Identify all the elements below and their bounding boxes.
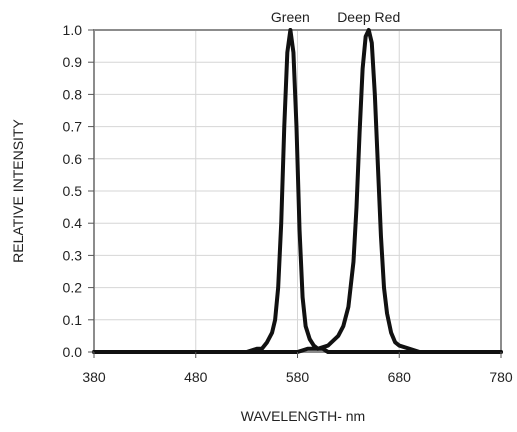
- y-tick-label: 0.3: [63, 247, 83, 263]
- x-axis-title: WAVELENGTH- nm: [241, 408, 365, 424]
- series-line-2: [92, 28, 503, 354]
- y-tick-label: 0.9: [63, 54, 83, 70]
- y-tick-label: 0.4: [63, 215, 83, 231]
- y-tick-label: 0.7: [63, 119, 83, 135]
- x-tick-label: 680: [388, 369, 412, 385]
- x-tick-label: 580: [286, 369, 310, 385]
- y-tick-label: 0.2: [63, 280, 83, 296]
- y-tick-label: 0.6: [63, 151, 83, 167]
- series-line-1: [92, 28, 503, 354]
- annotation-labels: Green Deep Red: [271, 9, 400, 25]
- x-tick-labels: 380 480 580 680 780: [82, 352, 513, 385]
- x-tick-label: 780: [489, 369, 513, 385]
- y-tick-label: 1.0: [63, 22, 83, 38]
- y-tick-label: 0.8: [63, 86, 83, 102]
- y-tick-label: 0.5: [63, 183, 83, 199]
- peak-label: Deep Red: [337, 9, 400, 25]
- peak-label: Green: [271, 9, 310, 25]
- y-tick-label: 0.0: [63, 344, 83, 360]
- x-tick-label: 380: [82, 369, 106, 385]
- y-axis-title: RELATIVE INTENSITY: [10, 119, 26, 263]
- series-lines: [92, 28, 503, 354]
- x-tick-label: 480: [184, 369, 208, 385]
- y-tick-labels: 0.0 0.1 0.2 0.3 0.4 0.5 0.6 0.7 0.8 0.9 1.0: [63, 22, 94, 360]
- y-tick-label: 0.1: [63, 312, 83, 328]
